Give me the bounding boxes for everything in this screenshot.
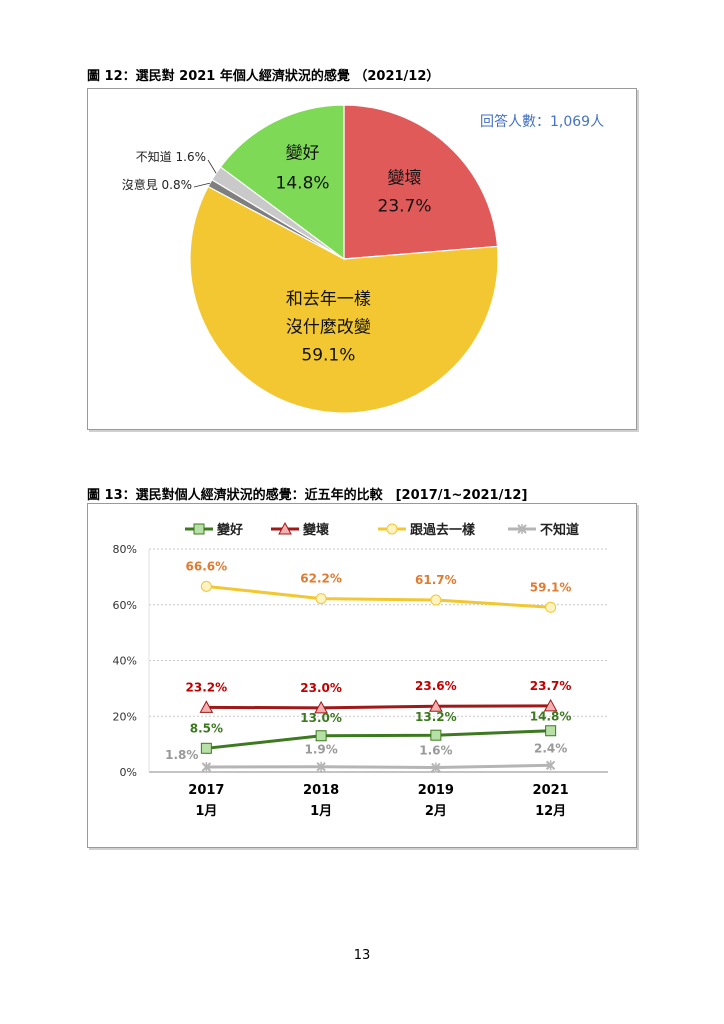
data-point-marker xyxy=(545,601,557,613)
slice-label-better: 變好 xyxy=(286,143,320,163)
figure-12-caption: 圖 12：選民對 2021 年個人經濟狀況的感覺 （2021/12） xyxy=(87,69,440,84)
data-point-marker xyxy=(545,725,557,737)
x-tick-label-year: 2018 xyxy=(303,783,339,798)
series-2: 66.6% 62.2% 61.7% 59.1% xyxy=(186,559,572,613)
x-tick-label-year: 2019 xyxy=(418,783,454,798)
y-tick-label: 80% xyxy=(113,543,137,556)
pie-slice-0 xyxy=(343,104,499,260)
page-number: 13 xyxy=(353,948,371,963)
leader-line-dont-know xyxy=(207,159,217,174)
pie-slice-4 xyxy=(219,104,345,261)
data-label: 23.0% xyxy=(300,681,342,695)
data-point-marker xyxy=(431,762,441,773)
data-point-marker xyxy=(545,760,556,771)
series-line xyxy=(206,763,551,770)
data-label: 23.6% xyxy=(415,679,457,693)
data-label: 2.4% xyxy=(534,741,567,755)
data-point-marker xyxy=(386,523,398,535)
x-tick-label-month: 1月 xyxy=(310,804,332,819)
data-label: 14.8% xyxy=(530,710,572,724)
slice-value-better: 14.8% xyxy=(276,173,330,193)
x-tick-label-month: 2月 xyxy=(425,804,447,819)
data-point-marker xyxy=(543,698,558,712)
series-line xyxy=(206,704,551,710)
x-tick-label-year: 2017 xyxy=(188,783,224,798)
leader-line-no-opinion xyxy=(193,182,211,188)
outside-label-dont-know: 不知道 1.6% xyxy=(136,150,206,164)
y-tick-label: 0% xyxy=(120,766,137,779)
y-tick-label: 40% xyxy=(113,655,137,668)
data-label: 62.2% xyxy=(300,572,342,586)
x-tick-label-year: 2021 xyxy=(533,783,569,798)
data-point-marker xyxy=(429,699,443,712)
x-tick-label-month: 12月 xyxy=(535,804,566,819)
data-point-marker xyxy=(200,742,212,754)
series-3: 1.8% 1.9% 1.6% 2.4% xyxy=(165,741,567,773)
data-point-marker xyxy=(316,761,326,772)
pie-chart-frame: 變壞 23.7% 和去年一樣沒什麼改變 59.1% 變好 14.8% 不知道 1.6% 沒意見… xyxy=(87,88,637,430)
y-tick-label: 60% xyxy=(113,599,137,612)
data-label: 8.5% xyxy=(190,721,223,735)
data-label: 1.8% xyxy=(165,748,198,762)
series-line xyxy=(206,729,551,750)
data-point-marker xyxy=(315,593,327,605)
slice-label-same-line1: 和去年一樣 xyxy=(286,289,371,309)
pie-slice-1 xyxy=(189,185,499,414)
outside-label-no-opinion: 沒意見 0.8% xyxy=(122,177,192,192)
data-point-marker xyxy=(430,594,442,606)
data-point-marker xyxy=(278,521,292,535)
line-chart: 0% 20% 40% 60% 80% 2017 1月 2018 1月 2019 2月 2021 12月 6… xyxy=(113,521,608,819)
respondents-count: 回答人數：1,069人 xyxy=(480,114,605,130)
legend-label: 變壞 xyxy=(303,522,329,538)
figure-13-caption: 圖 13：選民對個人經濟狀況的感覺：近五年的比較 [2017/1~2021/12… xyxy=(87,488,528,503)
series-line xyxy=(206,584,551,609)
data-point-marker xyxy=(200,580,212,592)
legend-label: 變好 xyxy=(217,522,243,538)
data-point-marker xyxy=(314,700,328,714)
data-label: 23.2% xyxy=(186,680,228,694)
legend-label: 不知道 xyxy=(540,522,579,538)
series-1: 23.2% 23.0% 23.6% 23.7% xyxy=(186,679,572,714)
line-chart-frame: 0% 20% 40% 60% 80% 2017 1月 2018 1月 2019 2月 2021 12月 6… xyxy=(87,503,637,848)
data-label: 23.7% xyxy=(530,679,572,693)
slice-value-same: 59.1% xyxy=(301,345,355,365)
slice-value-worse: 23.7% xyxy=(378,196,432,216)
legend-label: 跟過去一樣 xyxy=(410,522,476,538)
data-point-marker xyxy=(199,700,214,713)
data-point-marker xyxy=(201,761,212,772)
data-label: 66.6% xyxy=(186,559,228,573)
slice-label-same-line2: 沒什麼改變 xyxy=(286,317,371,337)
data-label: 59.1% xyxy=(530,580,572,594)
series-0: 8.5% 13.0% 13.2% 14.8% xyxy=(190,710,572,754)
data-label: 13.0% xyxy=(300,711,342,725)
data-point-marker xyxy=(430,729,442,741)
data-label: 13.2% xyxy=(415,710,457,724)
legend: 變好 變壞 跟過去一樣 不知道 xyxy=(185,521,579,538)
data-point-marker xyxy=(517,524,527,534)
data-label: 61.7% xyxy=(415,573,457,587)
slice-label-worse: 變壞 xyxy=(388,168,422,188)
data-point-marker xyxy=(315,730,327,742)
data-label: 1.9% xyxy=(304,743,337,757)
data-point-marker xyxy=(193,523,205,535)
x-tick-label-month: 1月 xyxy=(195,804,217,819)
data-label: 1.6% xyxy=(419,744,452,758)
y-tick-label: 20% xyxy=(113,710,137,723)
